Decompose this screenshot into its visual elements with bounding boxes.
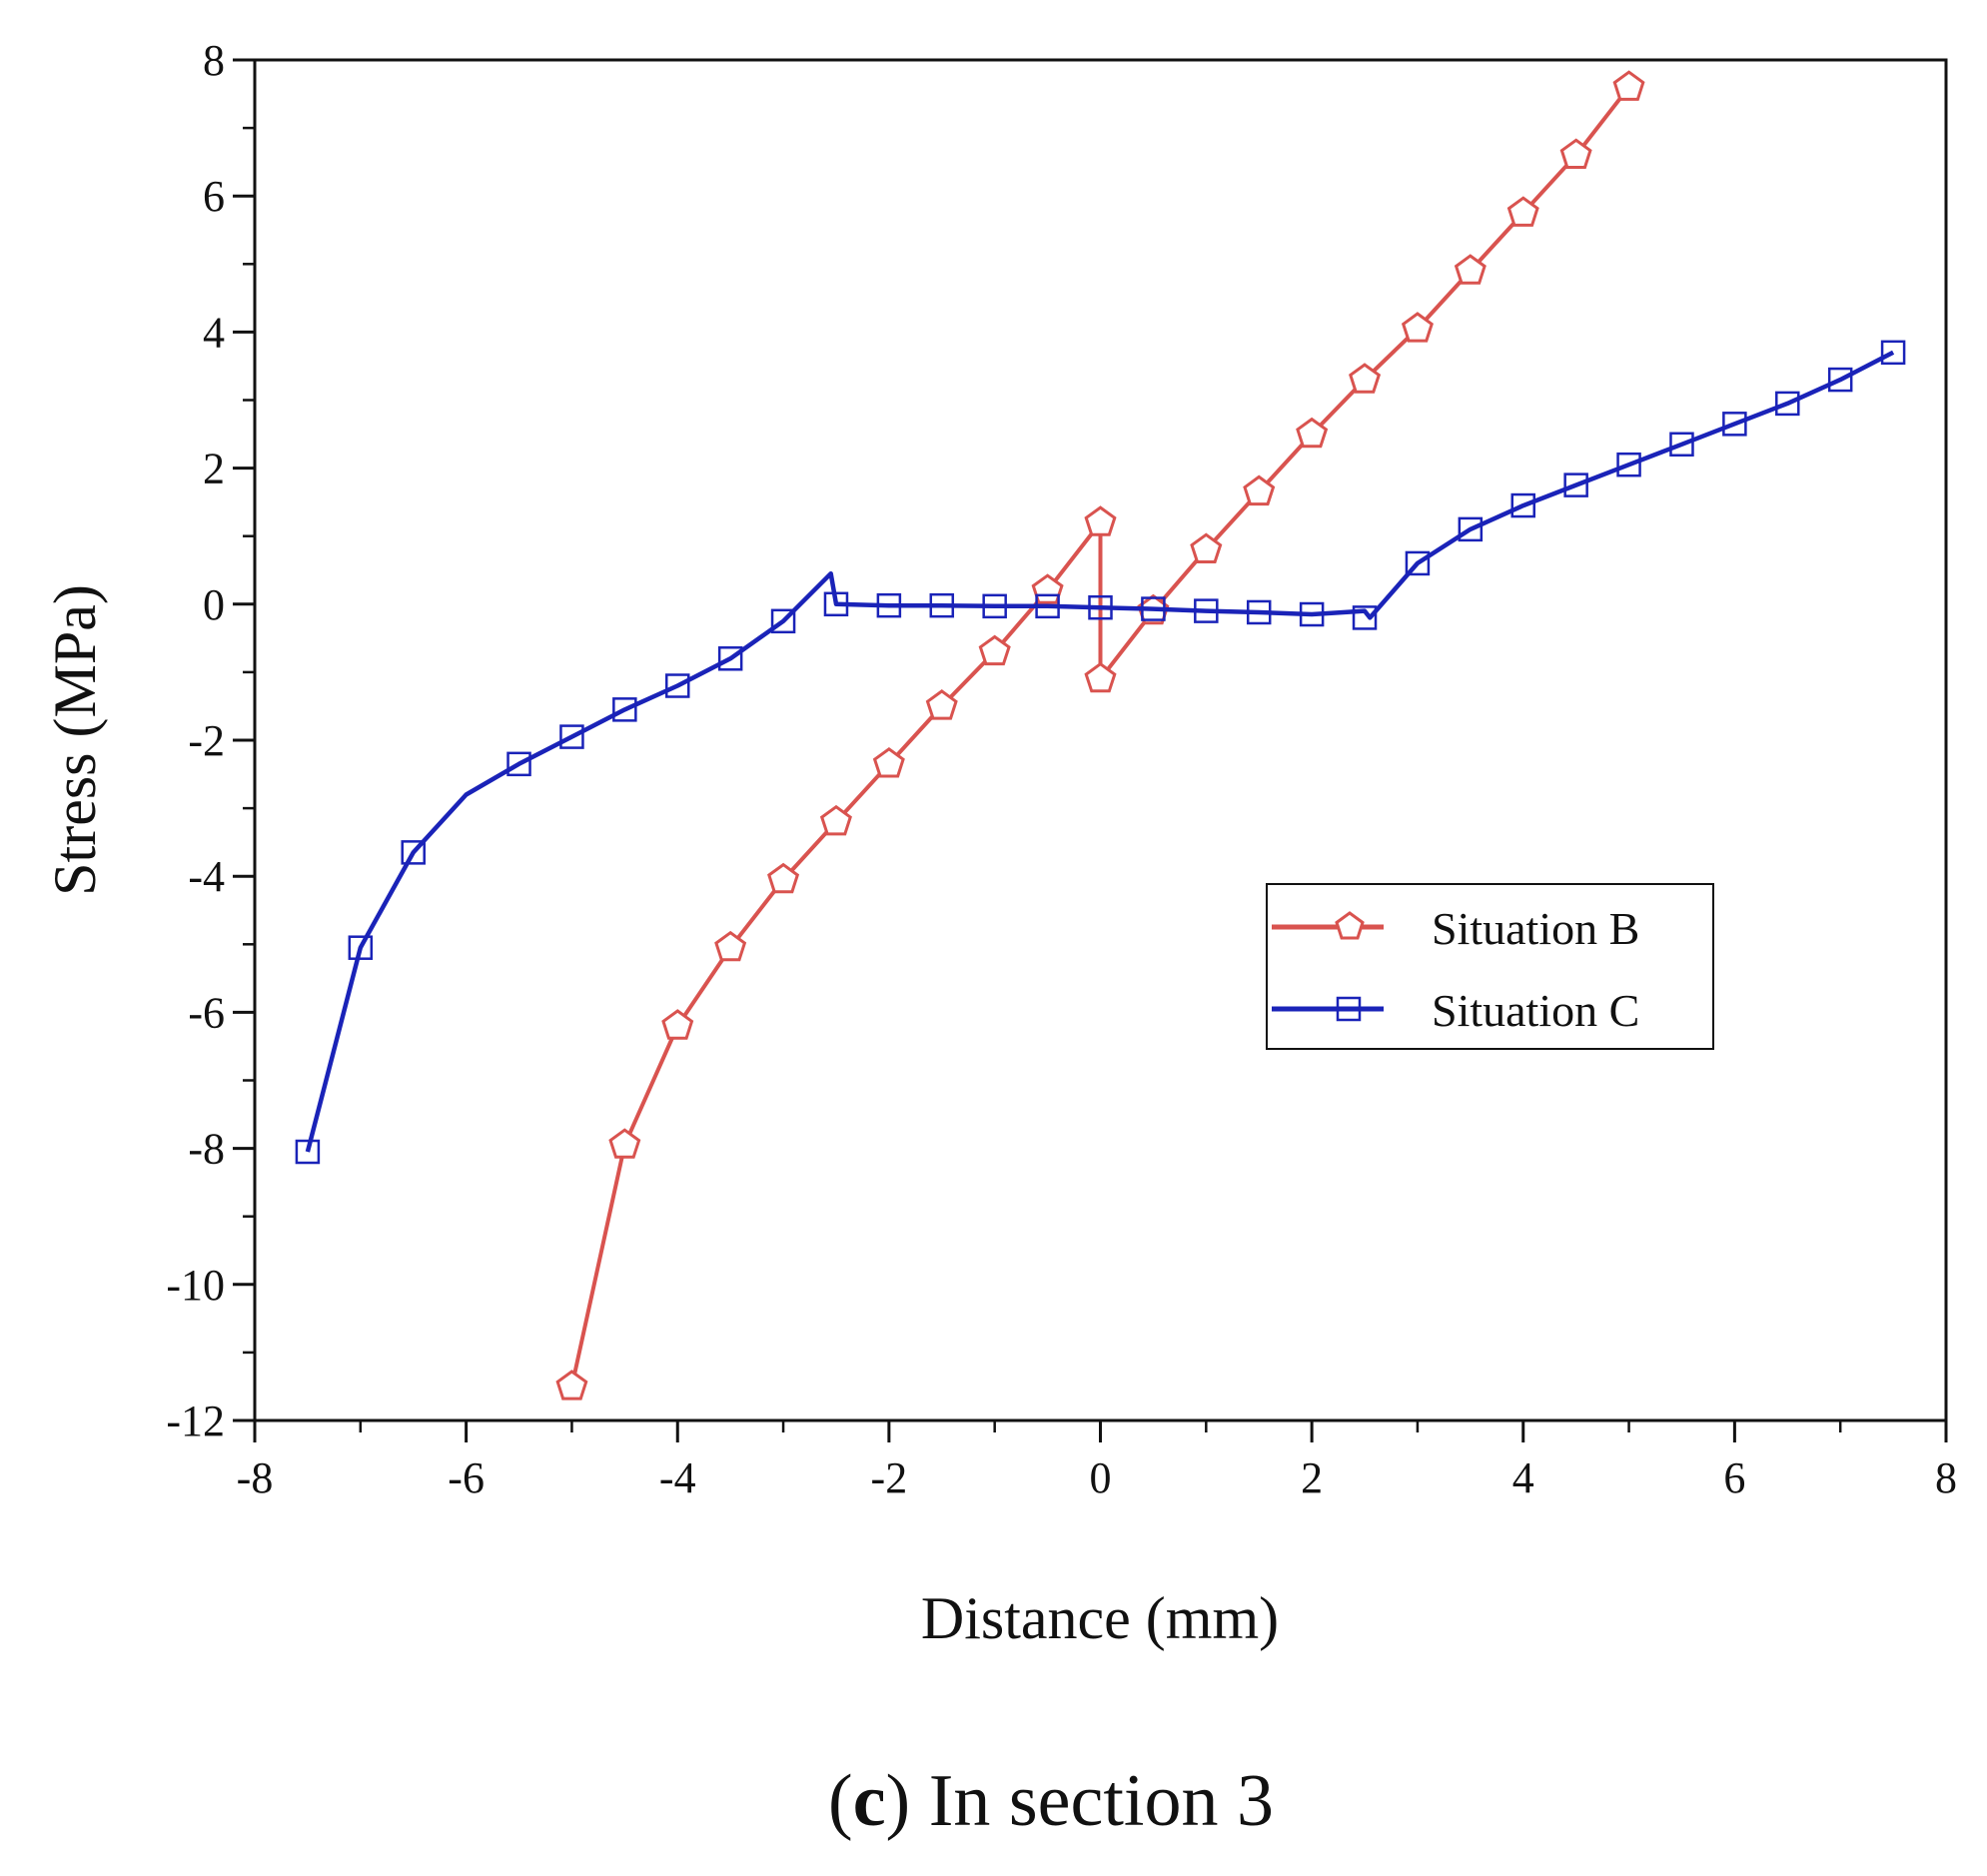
x-tick-label: 6 bbox=[1723, 1453, 1745, 1502]
figure-caption: (c) In section 3 bbox=[828, 1760, 1274, 1842]
series-layer bbox=[295, 70, 1906, 1401]
y-tick-label: 4 bbox=[203, 308, 225, 357]
data-point-situation-c bbox=[1405, 550, 1431, 576]
y-tick-label: 8 bbox=[203, 36, 225, 85]
data-point-situation-c bbox=[1299, 601, 1325, 627]
data-point-situation-b bbox=[1349, 363, 1382, 394]
y-tick-label: -6 bbox=[188, 988, 225, 1037]
data-point-situation-c bbox=[770, 608, 796, 634]
data-point-situation-c bbox=[1827, 367, 1853, 393]
data-point-situation-b bbox=[608, 1128, 641, 1159]
series-line-situation-b bbox=[569, 85, 1631, 1388]
data-point-situation-b bbox=[1454, 254, 1487, 285]
data-point-situation-c bbox=[876, 592, 902, 618]
data-point-situation-c bbox=[1035, 593, 1060, 619]
y-tick-label: 6 bbox=[203, 172, 225, 221]
data-point-situation-b bbox=[767, 862, 800, 894]
data-point-situation-c bbox=[295, 1139, 321, 1165]
data-point-situation-b bbox=[1296, 417, 1329, 449]
data-point-situation-b bbox=[925, 689, 958, 720]
data-point-situation-c bbox=[1563, 472, 1588, 497]
data-point-situation-c bbox=[823, 591, 849, 617]
caption-close-paren: ) bbox=[886, 1760, 911, 1842]
y-tick-label: -2 bbox=[188, 716, 225, 765]
series-situation-b bbox=[555, 70, 1645, 1401]
legend-box bbox=[1266, 883, 1714, 1050]
data-point-situation-b bbox=[714, 930, 747, 962]
y-tick-label: 0 bbox=[203, 580, 225, 629]
y-tick-label: -10 bbox=[166, 1261, 225, 1310]
data-point-situation-c bbox=[612, 697, 637, 722]
data-point-situation-c bbox=[1194, 598, 1219, 623]
data-point-situation-c bbox=[1880, 340, 1906, 366]
data-point-situation-c bbox=[929, 592, 955, 618]
data-point-situation-b bbox=[819, 804, 852, 836]
data-point-situation-c bbox=[1669, 432, 1694, 458]
data-point-situation-c bbox=[1246, 599, 1272, 625]
y-tick-label: -4 bbox=[188, 852, 225, 901]
data-point-situation-b bbox=[978, 634, 1011, 666]
data-point-situation-b bbox=[1506, 196, 1539, 227]
data-point-situation-b bbox=[1084, 505, 1117, 536]
x-tick-label: -8 bbox=[237, 1453, 274, 1502]
data-point-situation-b bbox=[1401, 312, 1434, 343]
x-tick-label: 0 bbox=[1090, 1453, 1112, 1502]
data-point-situation-c bbox=[982, 593, 1007, 619]
data-point-situation-c bbox=[1616, 452, 1641, 477]
data-point-situation-b bbox=[1190, 532, 1223, 563]
data-point-situation-b bbox=[872, 746, 905, 778]
data-point-situation-b bbox=[1559, 138, 1592, 169]
data-point-situation-c bbox=[1088, 594, 1113, 620]
x-tick-label: -4 bbox=[659, 1453, 696, 1502]
x-tick-label: -6 bbox=[448, 1453, 485, 1502]
y-tick-label: 2 bbox=[203, 445, 225, 493]
data-point-situation-c bbox=[665, 673, 690, 698]
series-situation-c bbox=[295, 340, 1906, 1165]
data-point-situation-b bbox=[1084, 661, 1117, 693]
data-point-situation-b bbox=[1612, 70, 1645, 101]
data-point-situation-c bbox=[1458, 516, 1484, 542]
x-axis-title: Distance (mm) bbox=[921, 1585, 1279, 1651]
data-point-situation-c bbox=[1141, 596, 1166, 621]
data-point-situation-b bbox=[555, 1370, 588, 1401]
x-tick-label: 8 bbox=[1935, 1453, 1957, 1502]
data-point-situation-c bbox=[1775, 391, 1800, 417]
data-point-situation-c bbox=[1510, 492, 1535, 518]
x-tick-label: 4 bbox=[1512, 1453, 1534, 1502]
data-point-situation-c bbox=[1722, 412, 1747, 437]
data-point-situation-c bbox=[348, 935, 374, 960]
plot-frame bbox=[253, 58, 1948, 1422]
y-tick-label: -12 bbox=[166, 1397, 225, 1445]
data-point-situation-b bbox=[1243, 474, 1276, 506]
legend-swatch-marker-situation-b bbox=[1335, 911, 1365, 940]
x-tick-label: -2 bbox=[871, 1453, 908, 1502]
axis-ticks: -8 -6 -4 -2 0 2 4 6 8 -12 -10 -8 -6 -4 -2 0 2 4 6 8 bbox=[166, 36, 1957, 1502]
data-point-situation-c bbox=[401, 840, 426, 865]
caption-text: In section 3 bbox=[910, 1760, 1274, 1842]
y-tick-label: -8 bbox=[188, 1125, 225, 1174]
data-point-situation-c bbox=[559, 724, 584, 749]
legend: Situation B Situation C bbox=[1266, 883, 1714, 1050]
data-point-situation-b bbox=[661, 1009, 694, 1040]
data-point-situation-c bbox=[717, 646, 743, 671]
data-point-situation-c bbox=[1352, 605, 1378, 630]
legend-label-situation-c: Situation C bbox=[1432, 985, 1639, 1036]
caption-letter: c bbox=[853, 1760, 886, 1842]
legend-swatch-marker-situation-c bbox=[1336, 996, 1362, 1022]
y-axis-title: Stress (MPa) bbox=[42, 584, 108, 896]
legend-label-situation-b: Situation B bbox=[1432, 903, 1639, 954]
x-tick-label: 2 bbox=[1301, 1453, 1323, 1502]
series-line-situation-c bbox=[305, 350, 1895, 1153]
data-point-situation-c bbox=[506, 751, 531, 777]
caption-open-paren: ( bbox=[828, 1760, 853, 1842]
